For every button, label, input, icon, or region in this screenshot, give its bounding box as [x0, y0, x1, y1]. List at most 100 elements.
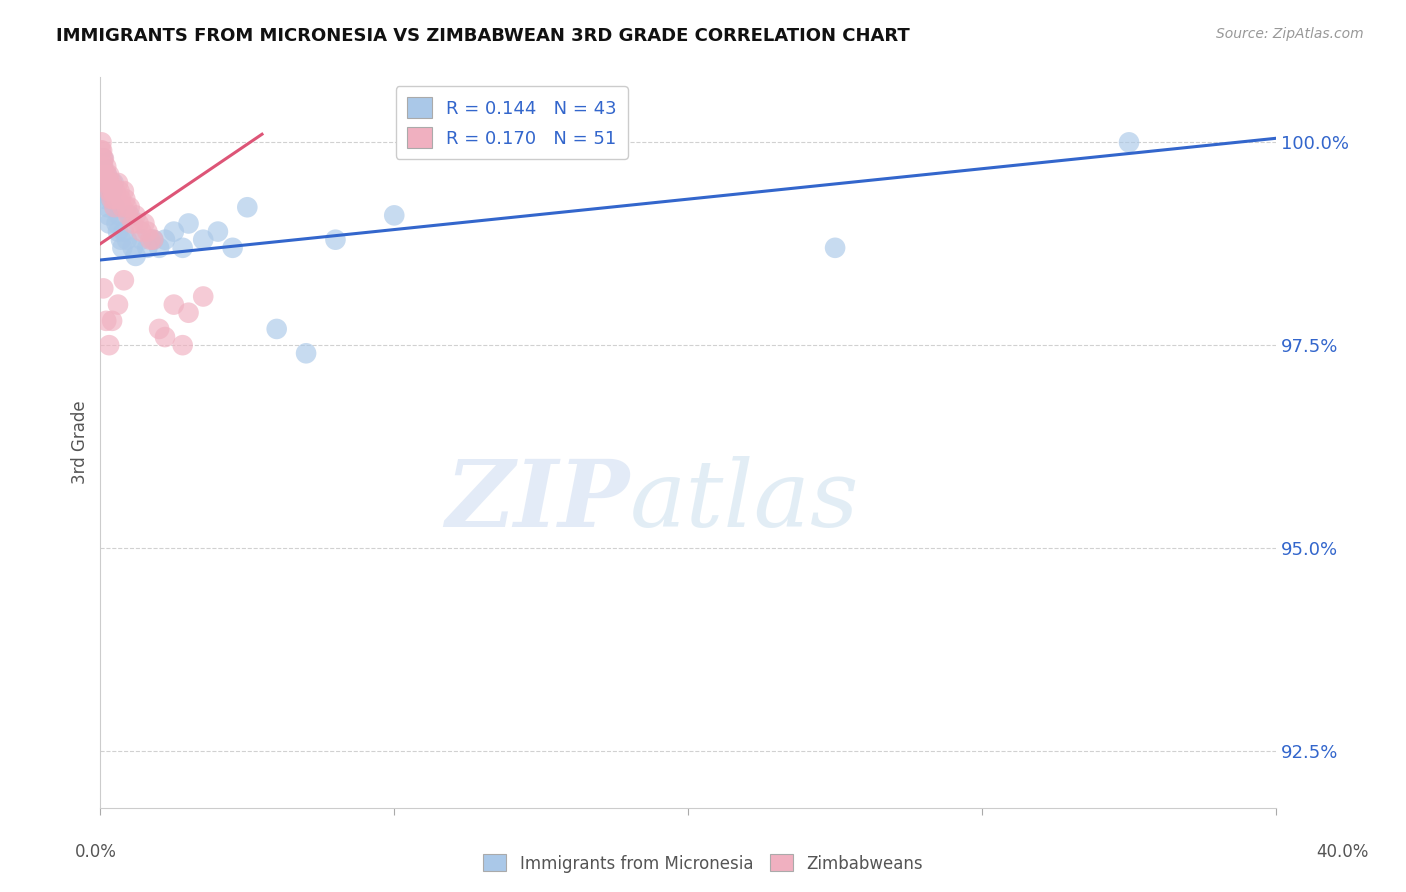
Point [266, 322, 288, 336]
Point [148, 322, 170, 336]
Point [98, 217, 121, 231]
Point [111, 241, 134, 255]
Point [93, 168, 115, 182]
Point [97, 184, 120, 198]
Point [107, 225, 129, 239]
Point [110, 192, 132, 206]
Point [91, 152, 114, 166]
Point [193, 289, 215, 303]
Point [153, 330, 176, 344]
Point [163, 297, 186, 311]
Point [96, 176, 118, 190]
Point [295, 346, 318, 360]
Point [90, 136, 112, 150]
Text: 0.0%: 0.0% [75, 843, 117, 861]
Point [153, 233, 176, 247]
Point [824, 241, 846, 255]
Point [112, 225, 135, 239]
Point [91, 144, 114, 158]
Point [91, 160, 114, 174]
Text: 40.0%: 40.0% [1316, 843, 1369, 861]
Point [110, 233, 132, 247]
Point [94, 168, 117, 182]
Point [172, 241, 194, 255]
Point [104, 200, 127, 214]
Text: Source: ZipAtlas.com: Source: ZipAtlas.com [1216, 27, 1364, 41]
Point [114, 192, 136, 206]
Text: IMMIGRANTS FROM MICRONESIA VS ZIMBABWEAN 3RD GRADE CORRELATION CHART: IMMIGRANTS FROM MICRONESIA VS ZIMBABWEAN… [56, 27, 910, 45]
Point [105, 217, 128, 231]
Point [90, 144, 112, 158]
Point [115, 200, 138, 214]
Point [94, 184, 117, 198]
Point [139, 233, 162, 247]
Point [128, 217, 150, 231]
Point [382, 208, 405, 222]
Point [221, 241, 243, 255]
Point [103, 200, 125, 214]
Point [103, 176, 125, 190]
Point [118, 200, 141, 214]
Point [108, 208, 131, 222]
Point [107, 176, 129, 190]
Point [236, 200, 259, 214]
Point [115, 233, 138, 247]
Point [96, 160, 118, 174]
Point [121, 241, 143, 255]
Point [131, 225, 153, 239]
Point [107, 297, 129, 311]
Point [131, 233, 153, 247]
Point [136, 225, 159, 239]
Point [207, 225, 229, 239]
Point [325, 233, 347, 247]
Text: ZIP: ZIP [446, 456, 630, 546]
Point [91, 152, 114, 166]
Point [98, 168, 121, 182]
Point [108, 184, 131, 198]
Point [117, 208, 139, 222]
Point [112, 184, 135, 198]
Point [136, 241, 159, 255]
Point [100, 192, 122, 206]
Point [93, 152, 115, 166]
Point [96, 168, 118, 182]
Point [104, 184, 127, 198]
Point [118, 208, 141, 222]
Point [112, 273, 135, 287]
Point [98, 338, 121, 352]
Point [94, 192, 117, 206]
Point [193, 233, 215, 247]
Point [124, 249, 146, 263]
Point [91, 160, 114, 174]
Point [97, 200, 120, 214]
Point [100, 192, 122, 206]
Point [94, 176, 117, 190]
Point [90, 176, 112, 190]
Legend: Immigrants from Micronesia, Zimbabweans: Immigrants from Micronesia, Zimbabweans [477, 847, 929, 880]
Point [1118, 136, 1140, 150]
Point [124, 208, 146, 222]
Point [134, 217, 156, 231]
Point [121, 217, 143, 231]
Point [100, 184, 122, 198]
Point [96, 314, 118, 328]
Point [101, 184, 124, 198]
Point [103, 192, 125, 206]
Point [148, 241, 170, 255]
Point [96, 168, 118, 182]
Point [172, 338, 194, 352]
Point [101, 314, 124, 328]
Point [177, 217, 200, 231]
Legend: R = 0.144   N = 43, R = 0.170   N = 51: R = 0.144 N = 43, R = 0.170 N = 51 [396, 87, 628, 159]
Point [142, 233, 165, 247]
Point [97, 176, 120, 190]
Point [177, 306, 200, 320]
Point [101, 184, 124, 198]
Point [101, 176, 124, 190]
Point [97, 208, 120, 222]
Text: atlas: atlas [630, 456, 859, 546]
Point [91, 281, 114, 295]
Point [111, 200, 134, 214]
Y-axis label: 3rd Grade: 3rd Grade [72, 401, 89, 484]
Point [105, 192, 128, 206]
